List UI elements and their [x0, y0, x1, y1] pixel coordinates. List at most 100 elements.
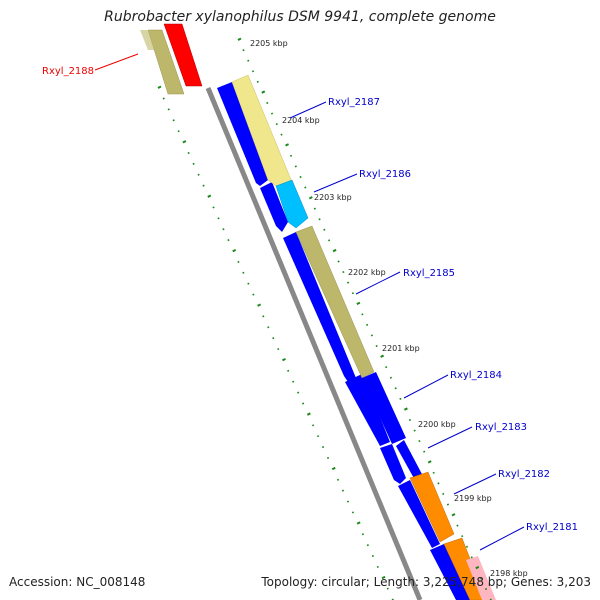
inner-tick [386, 587, 389, 590]
gene-leader-line [289, 101, 327, 119]
inner-tick [341, 489, 345, 492]
inner-tick [232, 249, 237, 253]
inner-tick [302, 402, 305, 405]
feature-cyan-2186 [275, 179, 309, 229]
inner-tick [177, 130, 180, 133]
tick-label: 2204 kbp [282, 116, 320, 125]
inner-tick [227, 239, 230, 242]
outer-tick [270, 112, 274, 115]
outer-tick [375, 344, 378, 348]
inner-tick [242, 271, 245, 274]
outer-tick [361, 313, 364, 316]
inner-tick [247, 282, 250, 285]
outer-tick [446, 503, 450, 506]
cds-blue-2186 [260, 182, 288, 232]
inner-tick [346, 500, 350, 503]
outer-tick [403, 407, 408, 411]
cds-blue-2185 [283, 232, 356, 382]
gene-label-g2181[interactable]: Rxyl_2181 [526, 522, 578, 533]
outer-tick [480, 577, 483, 580]
gene-label-g2183[interactable]: Rxyl_2183 [475, 422, 527, 433]
inner-tick [282, 357, 286, 362]
outer-tick [285, 143, 289, 147]
inner-tick [172, 119, 175, 122]
outer-tick [385, 366, 388, 369]
outer-tick [294, 165, 297, 168]
outer-tick [256, 80, 259, 83]
inner-tick [222, 228, 225, 231]
outer-tick [261, 90, 266, 94]
tick-label: 2199 kbp [454, 494, 492, 503]
inner-tick [356, 521, 361, 525]
tick-label: 2203 kbp [314, 193, 352, 202]
inner-tick [287, 369, 290, 372]
inner-tick [297, 391, 300, 394]
inner-tick [207, 194, 212, 198]
gene-label-g2185[interactable]: Rxyl_2185 [403, 268, 455, 279]
feature-blue-2184-outer [362, 372, 406, 444]
outer-tick [408, 418, 412, 422]
outer-tick [465, 545, 469, 548]
inner-tick [257, 303, 262, 307]
inner-tick [192, 162, 195, 165]
inner-tick [306, 412, 311, 416]
inner-tick [237, 260, 240, 264]
inner-tick [277, 347, 280, 351]
tick-label: 2205 kbp [250, 39, 288, 48]
outer-tick [432, 471, 435, 474]
map-title: Rubrobacter xylanophilus DSM 9941, compl… [104, 9, 496, 25]
accession-text: Accession: NC_008148 [9, 575, 146, 589]
outer-tick [332, 248, 337, 253]
outer-tick [475, 565, 480, 570]
outer-tick [484, 587, 488, 591]
genome-backbone [205, 87, 423, 600]
inner-tick [331, 466, 336, 471]
outer-tick [437, 482, 440, 485]
outer-tick [399, 397, 402, 400]
outer-tick [275, 123, 278, 126]
gene-leader-line [427, 426, 473, 449]
gene-label-g2182[interactable]: Rxyl_2182 [498, 469, 550, 480]
inner-tick [371, 554, 374, 558]
gene-leader-line [313, 173, 358, 193]
gene-label-g2186[interactable]: Rxyl_2186 [359, 169, 411, 180]
inner-tick [252, 293, 255, 296]
outer-tick [237, 37, 242, 41]
outer-tick [346, 281, 350, 284]
inner-tick [361, 533, 365, 536]
tick-label: 2201 kbp [382, 344, 420, 353]
outer-tick [380, 354, 385, 358]
gene-leader-line [453, 473, 497, 495]
feature-khaki-left [147, 29, 185, 95]
feature-khaki-2185 [295, 225, 375, 379]
gene-leader-line [479, 526, 525, 551]
outer-tick [337, 260, 340, 263]
gene-label-g2187[interactable]: Rxyl_2187 [328, 97, 380, 108]
tick-label: 2202 kbp [348, 268, 386, 277]
inner-tick [212, 206, 215, 209]
outer-tick [251, 70, 255, 73]
outer-tick [351, 292, 354, 295]
outer-tick [289, 154, 293, 157]
outer-tick [418, 440, 421, 443]
inner-tick [217, 217, 220, 220]
outer-tick [299, 175, 302, 179]
outer-tick [242, 49, 245, 52]
gene-label-g2188[interactable]: Rxyl_2188 [42, 66, 94, 77]
topology-text: Topology: circular; Length: 3,225,748 bp… [261, 575, 591, 589]
inner-tick [202, 184, 205, 187]
outer-tick [308, 196, 313, 200]
outer-tick [389, 376, 393, 379]
outer-tick [456, 524, 459, 527]
inner-tick [187, 151, 190, 155]
inner-tick [376, 565, 379, 569]
outer-tick [451, 513, 456, 517]
feature-khaki-left-edge [140, 30, 158, 50]
feature-orange-2182 [409, 471, 455, 543]
outer-tick [323, 228, 326, 231]
gene-label-g2184[interactable]: Rxyl_2184 [450, 370, 502, 381]
feature-orange-2181 [443, 537, 487, 600]
outer-tick [366, 323, 369, 326]
gene-label-layer: Rxyl_2188 Rxyl_2187 Rxyl_2186 Rxyl_2185 Rxyl… [42, 53, 578, 551]
